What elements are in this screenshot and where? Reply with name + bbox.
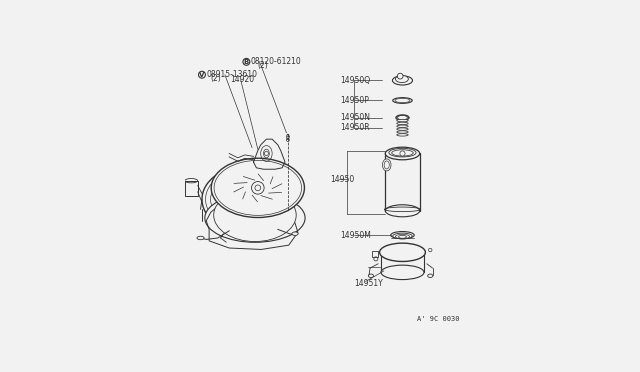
Ellipse shape bbox=[292, 232, 298, 235]
Ellipse shape bbox=[381, 244, 424, 260]
Circle shape bbox=[252, 182, 264, 194]
Ellipse shape bbox=[396, 115, 409, 121]
Ellipse shape bbox=[391, 231, 414, 239]
Ellipse shape bbox=[205, 193, 305, 242]
Ellipse shape bbox=[383, 159, 391, 171]
Ellipse shape bbox=[428, 274, 433, 278]
Ellipse shape bbox=[397, 122, 408, 125]
Text: 08120-61210: 08120-61210 bbox=[251, 57, 301, 66]
Bar bbox=[372, 251, 378, 257]
Ellipse shape bbox=[397, 128, 408, 130]
Ellipse shape bbox=[389, 148, 416, 157]
Circle shape bbox=[397, 73, 403, 79]
Ellipse shape bbox=[392, 76, 413, 85]
Bar bbox=[185, 181, 198, 196]
Ellipse shape bbox=[214, 189, 296, 241]
Ellipse shape bbox=[214, 160, 301, 215]
Ellipse shape bbox=[393, 97, 412, 103]
Text: 14950M: 14950M bbox=[340, 231, 371, 240]
Ellipse shape bbox=[397, 116, 407, 120]
Ellipse shape bbox=[369, 274, 374, 278]
Text: 14950R: 14950R bbox=[340, 123, 370, 132]
Text: (2): (2) bbox=[257, 61, 268, 70]
Ellipse shape bbox=[211, 173, 282, 225]
Ellipse shape bbox=[395, 98, 410, 103]
Text: (2): (2) bbox=[210, 74, 221, 83]
Ellipse shape bbox=[384, 161, 389, 169]
Ellipse shape bbox=[287, 134, 289, 140]
Text: 14951Y: 14951Y bbox=[354, 279, 383, 288]
Text: 14950Q: 14950Q bbox=[340, 76, 371, 85]
Ellipse shape bbox=[393, 233, 412, 239]
Ellipse shape bbox=[381, 265, 424, 280]
Ellipse shape bbox=[397, 125, 408, 128]
Ellipse shape bbox=[396, 234, 410, 239]
Ellipse shape bbox=[397, 119, 408, 122]
Text: 08915-13610: 08915-13610 bbox=[206, 70, 257, 79]
Ellipse shape bbox=[385, 205, 420, 217]
Circle shape bbox=[400, 151, 405, 156]
Ellipse shape bbox=[392, 150, 413, 156]
Ellipse shape bbox=[385, 147, 420, 160]
Ellipse shape bbox=[211, 158, 305, 218]
Text: A' 9C 0030: A' 9C 0030 bbox=[417, 316, 460, 322]
Circle shape bbox=[244, 197, 249, 202]
Text: V: V bbox=[199, 72, 205, 78]
Text: 14950: 14950 bbox=[330, 175, 355, 184]
Ellipse shape bbox=[205, 169, 287, 230]
Text: 14950N: 14950N bbox=[340, 113, 371, 122]
Ellipse shape bbox=[396, 76, 408, 83]
Text: 14950P: 14950P bbox=[340, 96, 369, 105]
Ellipse shape bbox=[397, 131, 408, 133]
Ellipse shape bbox=[380, 243, 426, 262]
Ellipse shape bbox=[397, 134, 408, 136]
Ellipse shape bbox=[399, 235, 406, 238]
Text: B: B bbox=[244, 59, 249, 65]
Ellipse shape bbox=[197, 236, 204, 240]
Text: 14920: 14920 bbox=[230, 75, 255, 84]
Ellipse shape bbox=[202, 166, 291, 232]
